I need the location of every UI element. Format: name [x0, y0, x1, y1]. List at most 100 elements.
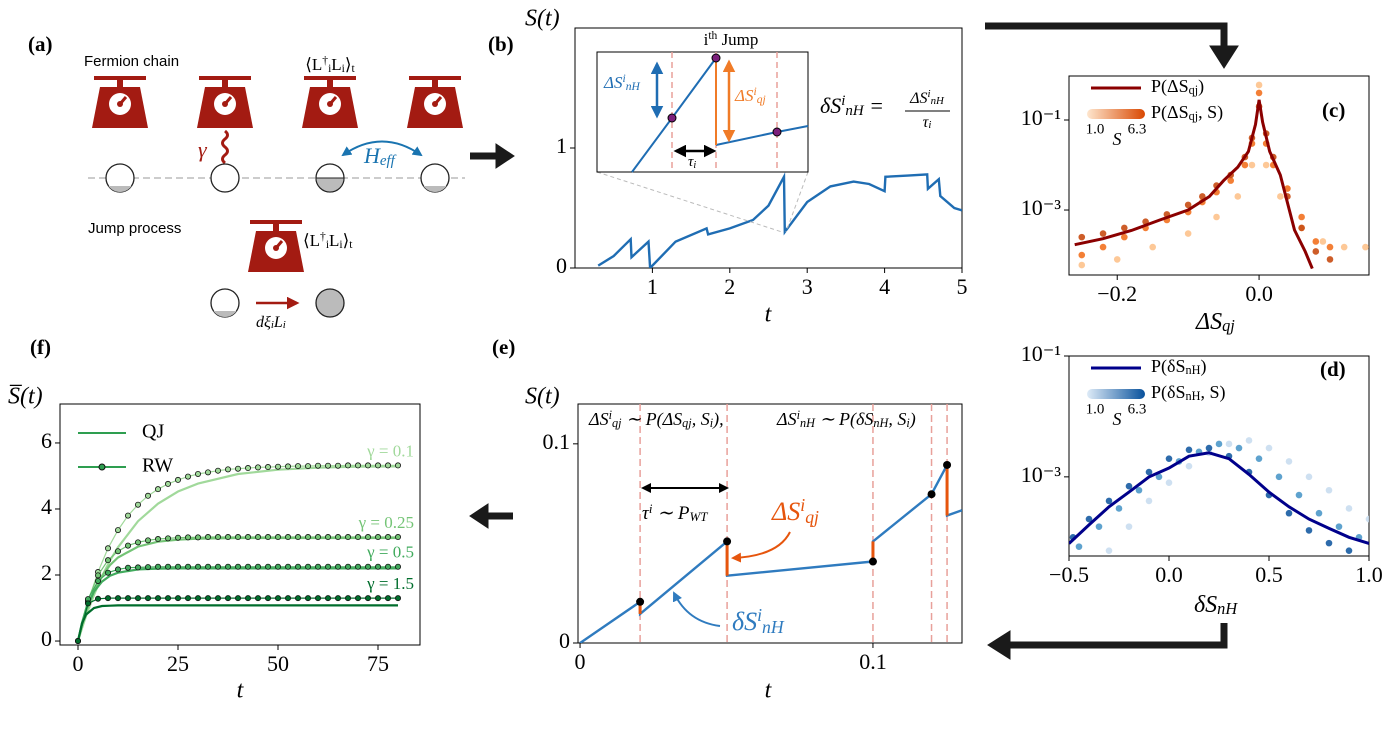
point — [1225, 440, 1233, 448]
rw-point — [164, 563, 171, 570]
rw-point — [115, 548, 122, 555]
x-tick-label: 0 — [73, 651, 84, 676]
rw-point — [314, 534, 321, 541]
x-tick-label: 75 — [367, 651, 389, 676]
text-part: δS — [820, 93, 841, 118]
point — [1285, 458, 1293, 465]
text-part: ⟩ — [343, 231, 350, 250]
y-axis-label: S̅(t) — [8, 384, 43, 410]
point — [1078, 251, 1086, 259]
scale-icon — [302, 76, 358, 128]
rw-point — [214, 595, 221, 602]
text-part: nH — [762, 617, 785, 637]
rw-point — [144, 537, 151, 544]
occupation — [213, 311, 237, 318]
text-part: i — [704, 30, 709, 49]
text-part: ) — [1200, 356, 1206, 377]
rw-point — [174, 595, 181, 602]
rw-point — [274, 563, 281, 570]
x-tick-label: 0.5 — [1255, 562, 1283, 587]
text-part: i — [622, 72, 625, 85]
point — [1105, 547, 1113, 554]
point — [1199, 193, 1206, 200]
y-tick-label: 0.1 — [543, 429, 571, 454]
rw-point — [244, 534, 251, 541]
text-part: i — [906, 416, 910, 430]
rw-point — [284, 534, 291, 541]
legend-label: RW — [142, 455, 173, 477]
y-tick-label: 0 — [556, 253, 567, 278]
text-part: ⟩ — [345, 55, 352, 74]
point — [1184, 201, 1192, 209]
x-axis-label: t — [237, 678, 245, 704]
rw-point — [264, 563, 271, 570]
rw-point — [324, 534, 331, 541]
rw-point — [394, 462, 401, 469]
rw-point — [184, 473, 191, 480]
rw-point — [224, 563, 231, 570]
y-tick-label: 0 — [41, 626, 52, 651]
rw-point — [174, 563, 181, 570]
text-part: qj — [1189, 109, 1199, 123]
rw-point — [95, 577, 102, 584]
rw-point — [224, 466, 231, 473]
rw-point — [234, 595, 241, 602]
flow-head — [469, 503, 489, 529]
plot-area — [1069, 437, 1369, 554]
text-part: δS — [1194, 592, 1217, 618]
rw-point — [105, 545, 112, 552]
text-part: ), — [712, 409, 724, 430]
point — [1312, 248, 1320, 255]
x-axis-label: δSnH — [1194, 592, 1238, 618]
y-axis-label: S(t) — [525, 6, 560, 32]
annotation: δSinH = — [820, 93, 884, 119]
rw-point — [384, 462, 391, 469]
x-tick-label: 0.0 — [1245, 281, 1273, 306]
text-part: qj — [612, 416, 622, 430]
point — [1205, 444, 1213, 452]
y-tick-label: 1 — [556, 133, 567, 158]
point — [1305, 527, 1313, 534]
rw-point — [184, 595, 191, 602]
x-tick-label: −0.5 — [1049, 562, 1089, 587]
monitor-label: ⟨L†iLi⟩t — [303, 230, 353, 251]
chain-title: Fermion chain — [84, 53, 179, 70]
text-part: qj — [682, 416, 692, 430]
text-part: nH — [845, 103, 864, 119]
legend-label: P(δSnH) — [1151, 356, 1206, 377]
legend-label: P(ΔSqj) — [1151, 76, 1204, 97]
rw-point — [85, 600, 92, 607]
text-part: nH — [800, 416, 816, 430]
point — [1298, 224, 1305, 232]
text-part: qj — [757, 93, 766, 106]
rw-point — [374, 563, 381, 570]
panel-label: (a) — [28, 32, 53, 56]
rw-point — [364, 595, 371, 602]
rw-point — [334, 563, 341, 570]
inset-title: ith Jump — [704, 29, 759, 49]
rw-point — [204, 595, 211, 602]
rw-point — [294, 534, 301, 541]
flow-head — [495, 143, 515, 169]
rw-point — [314, 462, 321, 469]
point — [1315, 509, 1323, 517]
flow-head — [1209, 45, 1239, 69]
text-part: nH — [626, 80, 641, 93]
rw-point — [324, 563, 331, 570]
rw-point — [254, 534, 261, 541]
jump-point — [868, 557, 877, 566]
rw-point — [364, 462, 371, 469]
rw-point — [304, 463, 311, 470]
panel: −0.2 0.010⁻¹10⁻³P(ΔSqj)P(ΔSqj, S)1.0 6.3S(… — [1021, 75, 1370, 335]
rw-point — [224, 595, 231, 602]
rw-point — [204, 469, 211, 476]
text-part: † — [322, 54, 328, 67]
rw-point — [374, 534, 381, 541]
point — [1325, 486, 1333, 494]
text-part: ⟨L — [305, 55, 322, 74]
colorbar-tick-label: 1.0 — [1086, 401, 1105, 417]
text-part: ) — [1198, 76, 1204, 97]
rw-point — [334, 534, 341, 541]
rw-point — [184, 563, 191, 570]
